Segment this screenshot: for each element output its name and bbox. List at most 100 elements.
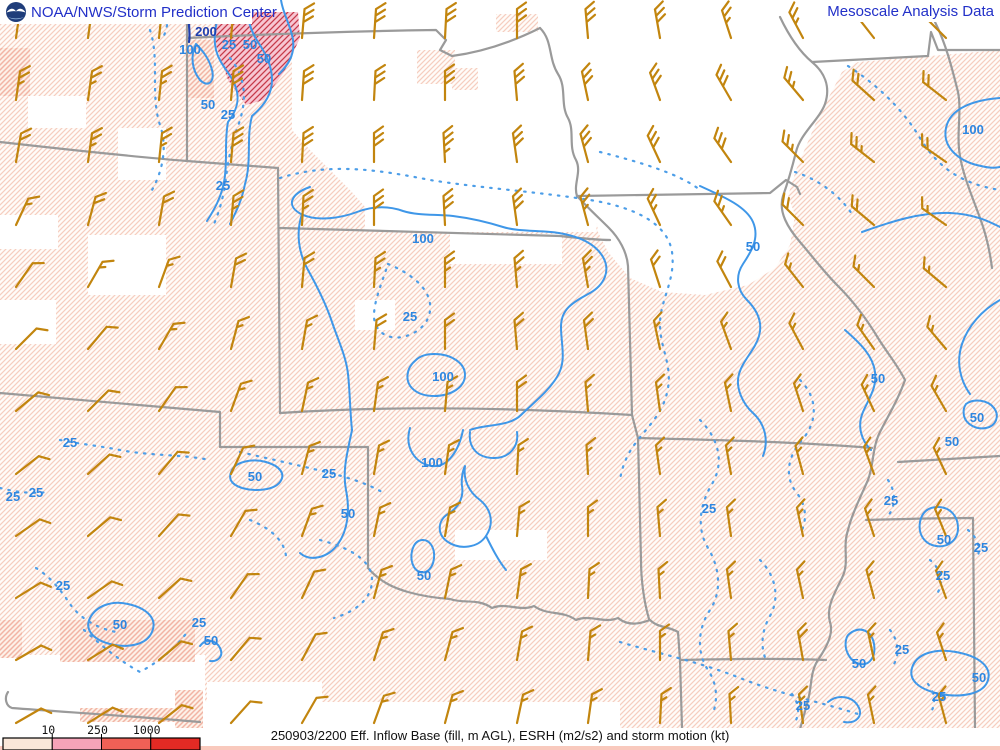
esrh-contour bbox=[699, 185, 767, 457]
wind-barb-glyph bbox=[654, 373, 666, 413]
wind-barb-glyph bbox=[229, 252, 248, 289]
wind-barb bbox=[511, 187, 524, 227]
wind-barb-glyph bbox=[856, 313, 876, 351]
wind-barb-glyph bbox=[515, 437, 529, 476]
legend-cell bbox=[51, 737, 102, 750]
header-left-bg bbox=[0, 0, 252, 24]
esrh-contour bbox=[206, 0, 239, 222]
state-border bbox=[185, 159, 280, 170]
wind-barb-glyph bbox=[86, 706, 124, 725]
wind-barb-glyph bbox=[157, 255, 181, 289]
esrh-contour bbox=[406, 353, 466, 397]
wind-barb bbox=[157, 64, 173, 102]
wind-barb bbox=[781, 192, 805, 227]
state-border bbox=[575, 178, 802, 198]
wind-barb bbox=[715, 63, 733, 102]
esrh-dotted-contour bbox=[846, 64, 1000, 192]
wind-barb bbox=[586, 624, 602, 662]
wind-barb bbox=[86, 580, 124, 600]
wind-barb bbox=[713, 126, 733, 164]
wind-barb bbox=[300, 188, 314, 227]
contour-label: 25 bbox=[796, 698, 810, 713]
wind-barb-glyph bbox=[14, 195, 41, 227]
wind-barb-glyph bbox=[86, 64, 103, 102]
wind-barb-glyph bbox=[157, 64, 173, 102]
wind-barb bbox=[922, 69, 948, 102]
dense-fill-patch bbox=[0, 48, 30, 96]
wind-barb-glyph bbox=[513, 62, 526, 102]
state-border bbox=[185, 26, 542, 58]
wind-barb-glyph bbox=[715, 63, 733, 102]
wind-barb bbox=[515, 1, 528, 40]
wind-barb-glyph bbox=[229, 636, 262, 662]
wind-barb-glyph bbox=[14, 581, 52, 600]
wind-barb bbox=[713, 189, 733, 227]
no-fill-region bbox=[596, 194, 795, 295]
wind-barb bbox=[372, 250, 386, 289]
contour-label: 100 bbox=[179, 42, 201, 57]
esrh-contour bbox=[278, 0, 295, 75]
dense-fill-patch bbox=[60, 620, 195, 662]
wind-barb-glyph bbox=[14, 644, 53, 662]
wind-barb-glyph bbox=[14, 518, 52, 538]
wind-barb-glyph bbox=[515, 374, 528, 413]
wind-barb-glyph bbox=[300, 188, 314, 227]
wind-barb bbox=[728, 685, 740, 725]
wind-barb bbox=[157, 577, 193, 600]
no-fill-region bbox=[28, 96, 86, 128]
esrh-contour bbox=[410, 539, 436, 574]
wind-barb-glyph bbox=[300, 377, 320, 413]
wind-barb bbox=[934, 498, 948, 538]
contour-label: 50 bbox=[852, 656, 866, 671]
wind-barb-glyph bbox=[372, 2, 387, 40]
wind-barb-glyph bbox=[581, 249, 593, 289]
wind-barb bbox=[14, 455, 51, 476]
state-border bbox=[278, 407, 634, 417]
map-caption: 250903/2200 Eff. Inflow Base (fill, m AG… bbox=[271, 728, 730, 743]
mesoscale-analysis-link[interactable]: Mesoscale Analysis Data bbox=[827, 3, 994, 20]
wind-barb-glyph bbox=[300, 440, 321, 476]
state-border bbox=[636, 436, 874, 450]
wind-barb bbox=[300, 125, 314, 164]
wind-barb-glyph bbox=[442, 124, 454, 164]
wind-barb bbox=[372, 691, 396, 725]
footer-band bbox=[0, 728, 1000, 750]
wind-barb bbox=[866, 622, 877, 662]
wind-barb-glyph bbox=[795, 560, 806, 600]
wind-barb bbox=[372, 502, 392, 538]
wind-barb-glyph bbox=[515, 562, 532, 600]
wind-barb bbox=[443, 312, 456, 351]
wind-barb-glyph bbox=[851, 68, 876, 102]
wind-barb bbox=[866, 685, 877, 725]
contour-label: 50 bbox=[201, 97, 215, 112]
wind-barb bbox=[157, 450, 190, 476]
wind-barb-glyph bbox=[229, 126, 245, 164]
wind-barb bbox=[863, 498, 876, 538]
wind-barb bbox=[646, 187, 662, 227]
wind-barb-glyph bbox=[586, 499, 599, 538]
wind-barb-glyph bbox=[932, 436, 948, 476]
wind-barb-glyph bbox=[652, 311, 663, 351]
wind-barb bbox=[300, 568, 327, 600]
wind-barb bbox=[930, 374, 948, 413]
site-title-link[interactable]: NOAA/NWS/Storm Prediction Center bbox=[31, 4, 277, 21]
contour-label: 25 bbox=[974, 540, 988, 555]
wind-barb bbox=[513, 62, 526, 102]
wind-barb bbox=[229, 64, 245, 102]
wind-barb bbox=[86, 516, 123, 538]
noaa-logo[interactable] bbox=[6, 2, 26, 22]
wind-barb-glyph bbox=[727, 622, 738, 662]
wind-barb-glyph bbox=[515, 500, 531, 538]
wind-barb-glyph bbox=[372, 375, 389, 413]
wind-barb-glyph bbox=[443, 438, 460, 476]
wind-barb bbox=[716, 250, 733, 289]
wind-barb bbox=[781, 129, 805, 164]
wind-barb bbox=[86, 64, 103, 102]
esrh-contour bbox=[229, 459, 284, 491]
wind-barb bbox=[935, 622, 948, 662]
state-border bbox=[810, 30, 1000, 64]
wind-barb-glyph bbox=[86, 259, 115, 289]
legend-tick-label: 10 bbox=[41, 723, 55, 737]
